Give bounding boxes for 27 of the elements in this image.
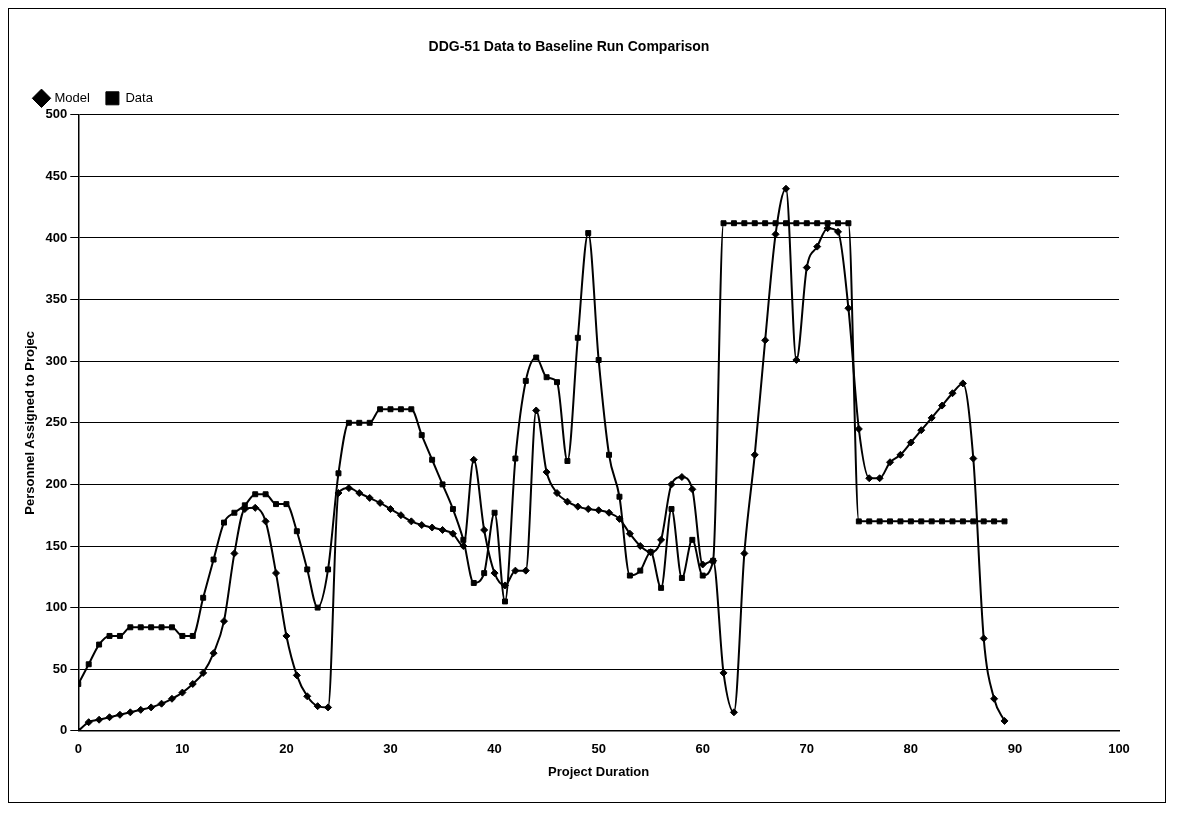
x-tick-label: 100 xyxy=(1108,741,1130,757)
x-tick-label: 10 xyxy=(175,741,190,757)
x-tick-label: 70 xyxy=(799,741,815,757)
y-tick-label: 200 xyxy=(45,475,68,491)
y-axis-title: Personnel Assigned to Projec xyxy=(22,330,38,515)
legend-label: Data xyxy=(125,89,154,105)
legend-label: Model xyxy=(54,89,91,105)
x-tick-label: 20 xyxy=(279,741,294,757)
y-tick-label: 100 xyxy=(45,599,68,615)
y-tick-label: 0 xyxy=(60,722,68,738)
y-tick-label: 300 xyxy=(45,352,68,368)
x-tick-label: 40 xyxy=(487,741,502,757)
x-tick-label: 0 xyxy=(74,741,82,757)
y-tick-label: 150 xyxy=(45,537,68,553)
x-tick-label: 30 xyxy=(383,741,398,757)
y-tick-label: 50 xyxy=(52,660,68,676)
y-tick-label: 250 xyxy=(45,414,68,430)
x-axis-title: Project Duration xyxy=(548,763,650,779)
y-tick-label: 400 xyxy=(45,229,68,245)
x-tick-label: 90 xyxy=(1007,741,1023,757)
y-tick-label: 450 xyxy=(45,167,68,183)
y-tick-label: 500 xyxy=(45,106,68,122)
x-tick-label: 80 xyxy=(903,741,919,757)
y-tick-label: 350 xyxy=(45,291,68,307)
chart-title: DDG-51 Data to Baseline Run Comparison xyxy=(428,38,710,55)
x-tick-label: 50 xyxy=(591,741,606,757)
x-tick-label: 60 xyxy=(695,741,710,757)
